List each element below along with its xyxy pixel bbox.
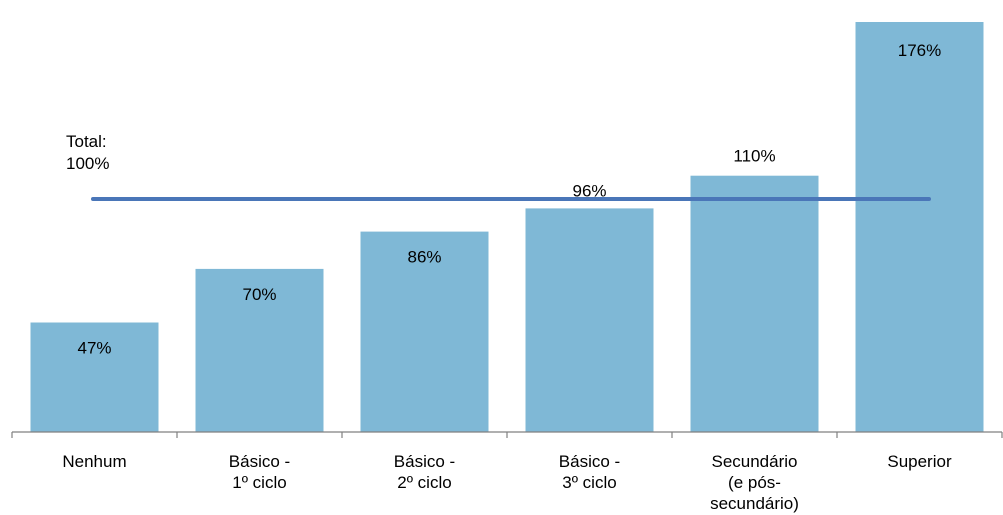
value-label-5: 176% [898,41,941,60]
bar-2 [360,231,489,432]
bar-4 [690,175,819,432]
category-label-5: Superior [887,452,952,471]
category-label-4: Secundário (e pós-secundário) [710,452,799,513]
value-label-2: 86% [407,248,441,267]
category-label-2: Básico -2º ciclo [394,452,455,492]
bar-0 [30,322,159,432]
category-label-0: Nenhum [62,452,126,471]
bar-1 [195,268,324,432]
bar-3 [525,208,654,432]
value-label-1: 70% [242,285,276,304]
bar-5 [855,22,984,432]
value-label-4: 110% [733,147,775,166]
value-label-3: 96% [572,181,606,200]
labels-group: 47% Nenhum 70% Básico -1º ciclo 86% Básico -2… [62,41,952,513]
category-label-3: Básico -3º ciclo [559,452,620,492]
category-label-1: Básico -1º ciclo [229,452,290,492]
total-reference-label: Total: 100% [66,132,109,173]
bars-group [30,22,984,432]
x-axis [11,431,1003,438]
value-label-0: 47% [77,339,111,358]
